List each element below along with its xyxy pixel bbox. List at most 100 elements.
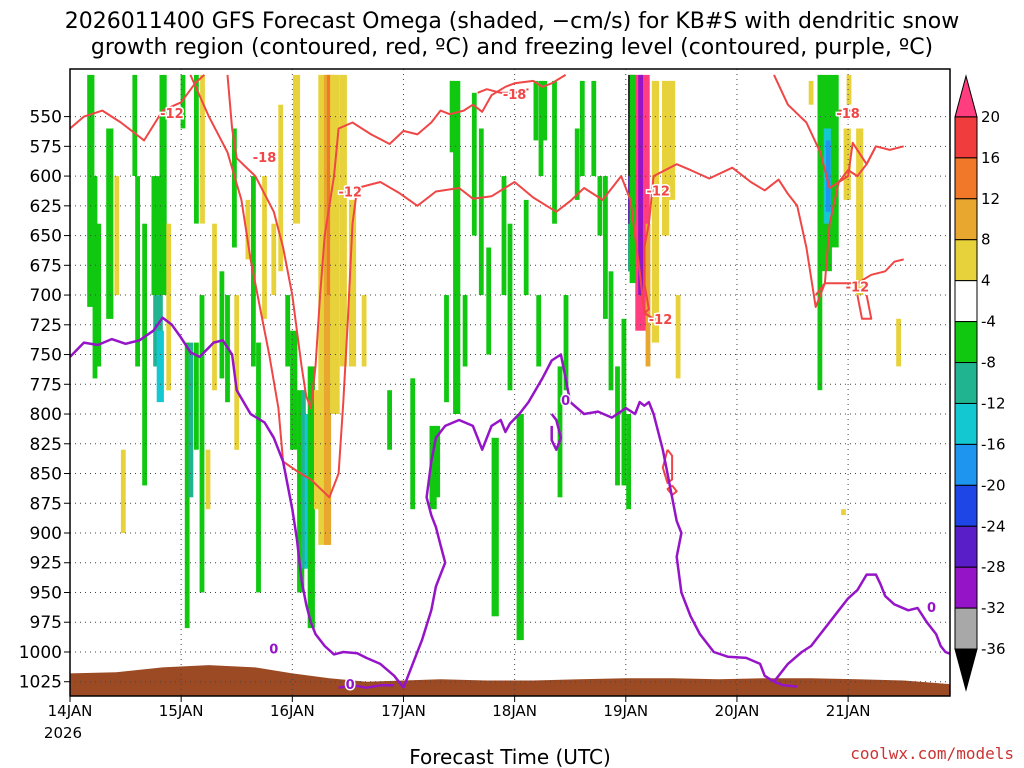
omega-patch [825, 140, 831, 212]
omega-patch [114, 176, 120, 296]
dgz-contour-line [226, 74, 567, 410]
omega-patch [453, 80, 461, 415]
terrain-surface [70, 665, 950, 696]
omega-patch [194, 342, 199, 450]
omega-patch [846, 74, 852, 105]
omega-patch [387, 390, 392, 450]
colorbar-tick-label: -36 [981, 640, 1006, 658]
omega-patch [831, 74, 839, 248]
x-axis-ticks: 14JAN 15JAN 16JAN 17JAN 18JAN 19JAN 20JAN 21JAN [48, 696, 871, 720]
dgz-contour-label: -12 [338, 186, 362, 201]
omega-patch [841, 509, 846, 516]
colorbar-tick-label: -20 [981, 476, 1006, 494]
omega-patch [339, 74, 347, 367]
x-tick-label: 14JAN [48, 702, 93, 720]
colorbar-tick-label: -4 [981, 313, 996, 331]
colorbar-tick-label: 12 [981, 190, 1000, 208]
colorbar-tick-label: -16 [981, 435, 1006, 453]
omega-patch [212, 223, 217, 391]
omega-patch [615, 366, 620, 486]
omega-patch [256, 342, 261, 593]
omega-patch [462, 295, 468, 367]
dgz-contour-line [643, 312, 655, 320]
y-tick-label: 850 [30, 465, 62, 485]
y-tick-label: 800 [30, 405, 62, 425]
omega-patch [591, 80, 597, 177]
omega-patch [435, 425, 441, 498]
y-tick-label: 1025 [19, 673, 62, 693]
omega-patch [597, 176, 603, 236]
omega-patch [843, 128, 851, 200]
omega-patch [87, 74, 95, 307]
omega-patch [603, 176, 608, 319]
omega-patch [219, 271, 225, 379]
omega-patch [200, 74, 205, 224]
y-tick-label: 575 [30, 137, 62, 157]
colorbar-swatch [954, 239, 978, 282]
omega-patch [626, 414, 631, 510]
x-axis-title: Forecast Time (UTC) [409, 745, 611, 768]
colorbar-swatch [954, 648, 978, 692]
dgz-contour-label: -12 [160, 107, 184, 122]
dgz-contour-label: -18 [836, 107, 860, 122]
omega-patch [297, 390, 305, 593]
omega-patch [608, 271, 614, 391]
omega-patch [808, 80, 814, 105]
x-tick-label: 17JAN [381, 702, 426, 720]
omega-patch [142, 223, 147, 486]
omega-patch [120, 449, 126, 533]
omega-patch [542, 80, 548, 141]
omega-patch [180, 74, 186, 129]
y-tick-label: 1000 [19, 643, 62, 663]
omega-patch [563, 295, 569, 391]
colorbar-swatch [954, 443, 978, 486]
colorbar-swatch [954, 566, 978, 609]
omega-patch [304, 414, 310, 569]
omega-patch [245, 199, 251, 260]
colorbar-tick-label: 16 [981, 149, 1000, 167]
colorbar-swatch [954, 402, 978, 445]
y-tick-label: 625 [30, 197, 62, 217]
dgz-contour-label: -12 [649, 313, 673, 328]
y-axis-ticks: 550 575 600 625 650 675 700 725 750 775 800 825 850 8… [19, 108, 70, 693]
omega-patch [675, 295, 681, 379]
terrain-fill [70, 665, 950, 696]
y-tick-label: 775 [30, 375, 62, 395]
omega-patch [262, 176, 267, 319]
grid-lines [70, 69, 950, 696]
freezing-contour-line [773, 573, 950, 683]
omega-patch [301, 390, 306, 569]
omega-patch [444, 295, 449, 403]
omega-patch [621, 318, 627, 486]
omega-patch [330, 74, 340, 415]
freezing-contour-label: 0 [561, 394, 570, 409]
omega-patch [106, 128, 114, 319]
omega-patch [156, 330, 164, 403]
omega-patch [896, 318, 901, 367]
x-tick-label: 21JAN [826, 702, 871, 720]
omega-patch [507, 223, 513, 391]
dgz-contour-label: -18 [503, 88, 527, 103]
omega-patch [471, 92, 477, 236]
colorbar-swatch [954, 484, 978, 527]
colorbar-swatch [954, 362, 978, 404]
colorbar-tick-label: -32 [981, 599, 1006, 617]
y-tick-label: 650 [30, 227, 62, 247]
source-credit: coolwx.com/models [850, 744, 1014, 763]
omega-patch [199, 295, 205, 593]
omega-patch [638, 74, 643, 296]
colorbar-swatch [954, 116, 978, 159]
chart-title-line-2: growth region (contoured, red, ºC) and f… [91, 35, 933, 60]
omega-patch [323, 74, 332, 545]
y-tick-label: 750 [30, 346, 62, 366]
colorbar-swatch [954, 74, 978, 118]
colorbar-swatch [954, 198, 978, 241]
dgz-contour-label: -12 [846, 281, 870, 296]
x-year-label: 2026 [44, 724, 82, 742]
plot-frame [69, 68, 951, 697]
freezing-contour-label: 0 [927, 601, 936, 616]
y-tick-label: 900 [30, 524, 62, 544]
freezing-contour-line [402, 353, 798, 689]
omega-patch [552, 80, 557, 224]
y-tick-label: 675 [30, 256, 62, 276]
